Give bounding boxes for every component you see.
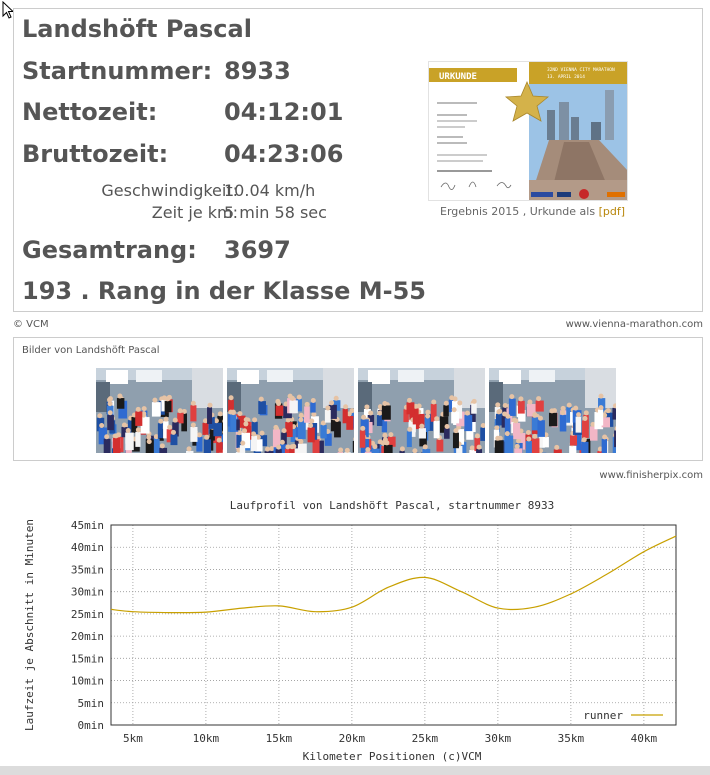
class-rank: 193 . Rang in der Klasse M-55 xyxy=(22,277,427,305)
chart-title: Laufprofil von Landshöft Pascal, startnu… xyxy=(230,499,555,512)
y-tick-label: 10min xyxy=(71,675,104,688)
startnummer-label: Startnummer: xyxy=(22,57,213,85)
certificate-image: URKUNDE 32ND VIENNA CITY MARATHON 13. AP… xyxy=(429,62,627,200)
y-tick-label: 15min xyxy=(71,652,104,665)
finisherpix-link[interactable]: www.finisherpix.com xyxy=(599,470,703,481)
speed-label: Geschwindigkeit: xyxy=(101,181,238,200)
pace-label: Zeit je km: xyxy=(151,203,238,222)
x-tick-label: 15km xyxy=(266,732,293,745)
x-tick-label: 5km xyxy=(123,732,143,745)
finisher-photo[interactable] xyxy=(227,368,354,453)
y-tick-labels: 0min 5min 10min 15min 20min 25min 30min 35min 40… xyxy=(71,519,104,732)
finisher-photo[interactable] xyxy=(358,368,485,453)
finisher-photo-image xyxy=(96,368,223,453)
y-tick-label: 20min xyxy=(71,630,104,643)
result-panel: Landshöft Pascal Startnummer: 8933 Netto… xyxy=(13,8,703,312)
x-axis-label: Kilometer Positionen (c)VCM xyxy=(303,750,482,763)
finisher-photo-image xyxy=(489,368,616,453)
horizontal-scrollbar[interactable] xyxy=(0,766,710,775)
photos-title: Bilder von Landshöft Pascal xyxy=(22,345,160,356)
y-tick-label: 25min xyxy=(71,608,104,621)
runner-name: Landshöft Pascal xyxy=(22,15,252,43)
chart-svg: Laufprofil von Landshöft Pascal, startnu… xyxy=(23,499,677,763)
y-tick-label: 45min xyxy=(71,519,104,532)
run-profile-chart: Laufprofil von Landshöft Pascal, startnu… xyxy=(0,492,710,767)
legend-label: runner xyxy=(583,709,623,722)
bruttozeit-label: Bruttozeit: xyxy=(22,140,169,168)
finisher-photo[interactable] xyxy=(489,368,616,453)
gesamtrang-label: Gesamtrang: xyxy=(22,236,197,264)
y-tick-label: 30min xyxy=(71,586,104,599)
finisher-photo-image xyxy=(358,368,485,453)
certificate-thumbnail[interactable]: URKUNDE 32ND VIENNA CITY MARATHON 13. AP… xyxy=(428,61,628,201)
y-tick-label: 35min xyxy=(71,563,104,576)
y-tick-label: 40min xyxy=(71,541,104,554)
x-tick-label: 40km xyxy=(631,732,658,745)
vcm-credit: © VCM xyxy=(13,319,49,330)
certificate-caption: Ergebnis 2015 , Urkunde als [pdf] xyxy=(440,205,625,218)
photos-panel: Bilder von Landshöft Pascal xyxy=(13,337,703,461)
x-tick-label: 20km xyxy=(339,732,366,745)
gesamtrang-value: 3697 xyxy=(224,236,291,264)
chart-grid xyxy=(111,525,676,725)
runner-line xyxy=(110,535,677,614)
y-tick-label: 5min xyxy=(78,697,105,710)
nettozeit-label: Nettozeit: xyxy=(22,98,158,126)
x-tick-label: 25km xyxy=(412,732,439,745)
x-tick-label: 30km xyxy=(485,732,512,745)
certificate-caption-text: Ergebnis 2015 , Urkunde als xyxy=(440,205,599,218)
plot-frame xyxy=(110,524,677,726)
startnummer-value: 8933 xyxy=(224,57,291,85)
pace-value: 5 min 58 sec xyxy=(224,203,327,222)
bruttozeit-value: 04:23:06 xyxy=(224,140,344,168)
mouse-cursor-icon xyxy=(2,1,15,19)
certificate-event-line1: 32ND VIENNA CITY MARATHON xyxy=(547,67,615,73)
certificate-event-line2: 13. APRIL 2014 xyxy=(547,74,585,80)
speed-value: 10.04 km/h xyxy=(224,181,316,200)
x-tick-label: 35km xyxy=(558,732,585,745)
y-axis-label: Laufzeit je Abschnitt in Minuten xyxy=(23,519,36,731)
x-tick-labels: 5km 10km 15km 20km 25km 30km 35km 40km xyxy=(123,732,658,745)
vienna-marathon-link[interactable]: www.vienna-marathon.com xyxy=(565,319,703,330)
y-tick-label: 0min xyxy=(78,719,105,732)
finisher-photo[interactable] xyxy=(96,368,223,453)
finisher-photo-image xyxy=(227,368,354,453)
x-tick-label: 10km xyxy=(193,732,220,745)
nettozeit-value: 04:12:01 xyxy=(224,98,344,126)
pdf-link[interactable]: [pdf] xyxy=(598,205,625,218)
certificate-heading: URKUNDE xyxy=(439,72,477,82)
